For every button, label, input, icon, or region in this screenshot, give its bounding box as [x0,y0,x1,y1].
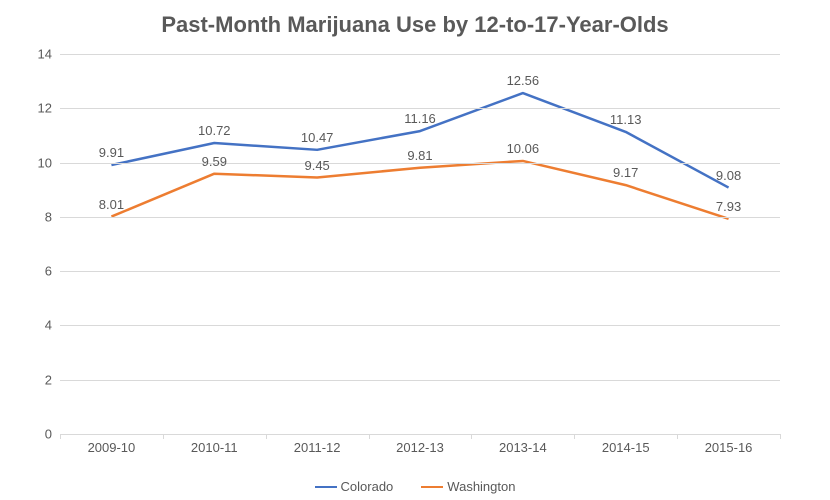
data-label: 11.13 [610,112,642,127]
y-tick-label: 6 [45,264,60,279]
y-tick-label: 14 [38,47,60,62]
plot-area: 024681012142009-102010-112011-122012-132… [60,54,780,434]
x-tick-label: 2009-10 [88,434,136,455]
legend: Colorado Washington [0,479,830,494]
x-tick-label: 2015-16 [705,434,753,455]
data-label: 9.45 [304,158,329,173]
line-chart: Past-Month Marijuana Use by 12-to-17-Yea… [0,0,830,500]
x-tick-mark [677,434,678,439]
data-label: 12.56 [507,73,540,88]
x-tick-mark [163,434,164,439]
x-tick-mark [60,434,61,439]
x-tick-mark [574,434,575,439]
data-label: 9.17 [613,165,638,180]
y-tick-label: 12 [38,101,60,116]
gridline [60,380,780,381]
x-tick-label: 2013-14 [499,434,547,455]
data-label: 9.59 [202,154,227,169]
data-label: 11.16 [404,111,436,126]
legend-label: Colorado [341,479,394,494]
data-label: 9.81 [407,148,432,163]
legend-label: Washington [447,479,515,494]
x-tick-label: 2011-12 [294,434,341,455]
y-tick-label: 2 [45,372,60,387]
y-tick-label: 8 [45,209,60,224]
gridline [60,54,780,55]
x-tick-label: 2010-11 [191,434,238,455]
chart-title: Past-Month Marijuana Use by 12-to-17-Yea… [0,12,830,38]
legend-item-colorado: Colorado [315,479,394,494]
gridline [60,108,780,109]
data-label: 10.72 [198,123,231,138]
x-tick-mark [369,434,370,439]
legend-swatch [315,486,337,488]
gridline [60,271,780,272]
x-tick-mark [266,434,267,439]
data-label: 9.91 [99,145,124,160]
legend-swatch [421,486,443,488]
y-tick-label: 4 [45,318,60,333]
gridline [60,325,780,326]
gridline [60,217,780,218]
data-label: 7.93 [716,199,741,214]
data-label: 9.08 [716,168,741,183]
data-label: 8.01 [99,197,124,212]
y-tick-label: 10 [38,155,60,170]
x-tick-mark [471,434,472,439]
x-tick-mark [780,434,781,439]
data-label: 10.06 [507,141,540,156]
y-tick-label: 0 [45,427,60,442]
legend-item-washington: Washington [421,479,515,494]
x-tick-label: 2014-15 [602,434,650,455]
x-tick-label: 2012-13 [396,434,444,455]
data-label: 10.47 [301,130,334,145]
